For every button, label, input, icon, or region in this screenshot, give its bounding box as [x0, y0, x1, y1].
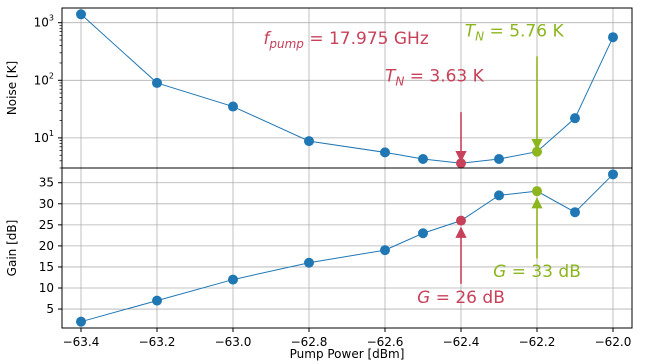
gain-plot-frame [61, 167, 633, 329]
gain-annotation-value: = 33 dB [506, 262, 581, 282]
pump-frequency-label: fpump = 17.975 GHz [263, 29, 428, 51]
pump-frequency-subscript: pump [268, 37, 304, 51]
noise-point [570, 113, 580, 124]
gain-point [532, 186, 542, 197]
noise-y-tick-label: 101 [34, 129, 54, 145]
noise-annotation-symbol: T [465, 21, 477, 41]
x-tick-label: −62.4 [443, 335, 480, 349]
gain-y-tick-label: 20 [39, 239, 54, 253]
gain-point [494, 190, 504, 201]
gain-y-tick-label: 30 [39, 197, 54, 211]
gain-y-tick-label: 5 [46, 302, 54, 316]
gain-point [76, 316, 86, 327]
gain-annotation-symbol: G [417, 288, 430, 308]
noise-point [76, 9, 86, 20]
gain-y-tick-label: 10 [39, 281, 54, 295]
gain-y-tick-label: 15 [39, 260, 54, 274]
gain-point [570, 207, 580, 218]
noise-y-tick-base: 10 [34, 16, 49, 30]
gain-point [456, 215, 466, 226]
noise-y-tick-base: 10 [34, 73, 49, 87]
noise-y-tick-exp: 3 [49, 14, 54, 23]
noise-annotation: TN = 5.76 K [465, 21, 565, 43]
gain-point [228, 274, 238, 285]
noise-annotation-subscript: N [475, 29, 484, 43]
x-tick-label: −62.0 [595, 335, 632, 349]
noise-y-tick-label: 102 [34, 71, 54, 87]
noise-annotation-value: = 3.63 K [404, 67, 484, 87]
gain-annotation: G = 33 dB [493, 262, 581, 282]
gain-point [418, 228, 428, 239]
noise-y-tick-label: 103 [34, 14, 54, 30]
gain-y-axis-label: Gain [dB] [5, 220, 19, 277]
noise-y-tick-base: 10 [34, 131, 49, 145]
noise-point [228, 101, 238, 112]
gain-y-tick-label: 25 [39, 218, 54, 232]
noise-point [418, 153, 428, 164]
x-tick-label: −62.8 [291, 335, 328, 349]
noise-point [494, 153, 504, 164]
pump-frequency-symbol: f [263, 29, 272, 49]
gain-point [380, 245, 390, 256]
gain-point [608, 169, 618, 180]
gain-y-tick-label: 35 [39, 176, 54, 190]
pump-frequency-value: = 17.975 GHz [304, 29, 429, 49]
noise-y-tick-exp: 2 [49, 71, 54, 80]
noise-point [304, 136, 314, 147]
gain-annotation-symbol: G [493, 262, 506, 282]
noise-point [608, 32, 618, 43]
noise-point [380, 147, 390, 158]
noise-y-tick-exp: 1 [49, 129, 54, 138]
x-tick-label: −62.2 [519, 335, 556, 349]
x-axis-label: Pump Power [dBm] [290, 347, 405, 361]
x-tick-label: −63.2 [139, 335, 176, 349]
noise-annotation-subscript: N [395, 75, 404, 89]
gain-point [152, 295, 162, 306]
gain-annotation-value: = 26 dB [430, 288, 505, 308]
x-tick-label: −63.0 [215, 335, 252, 349]
noise-annotation: TN = 3.63 K [385, 67, 485, 89]
noise-annotation-symbol: T [385, 67, 397, 87]
noise-y-axis-label: Noise [K] [5, 61, 19, 115]
x-tick-label: −62.6 [367, 335, 404, 349]
gain-annotation: G = 26 dB [417, 288, 505, 308]
noise-annotation-value: = 5.76 K [484, 21, 564, 41]
x-axis: −63.4 −63.2 −63.0 −62.8 −62.6 −62.4 −62.2 −62.0… [63, 328, 632, 361]
x-tick-label: −63.4 [63, 335, 100, 349]
gain-point [304, 257, 314, 268]
noise-point [152, 77, 162, 88]
